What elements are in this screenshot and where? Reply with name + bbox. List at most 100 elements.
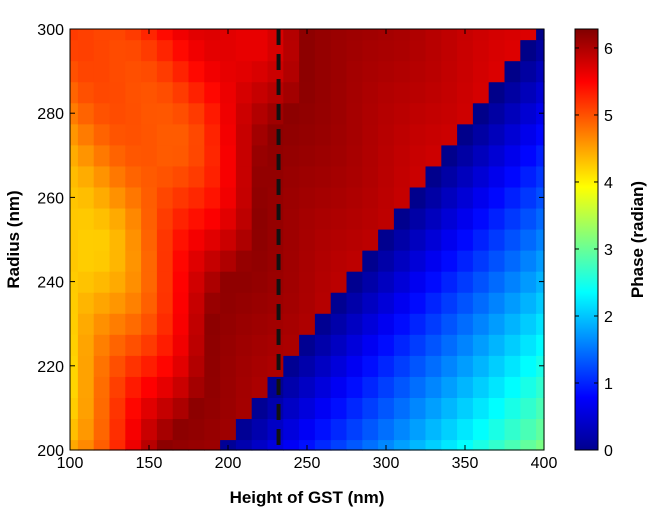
heatmap-cell [93,60,111,83]
x-axis-title: Height of GST (nm) [230,488,385,507]
heatmap-cell [520,144,537,167]
heatmap-cell [536,250,545,272]
heatmap-cell [488,60,506,83]
heatmap-cell [220,334,237,356]
heatmap-cell [504,250,521,272]
heatmap-cell [425,81,442,104]
heatmap-cell [330,418,348,441]
heatmap-cell [125,186,142,209]
heatmap-cell [77,207,95,230]
heatmap-cell [378,376,395,398]
heatmap-cell [330,439,348,451]
colorbar-axis: 0 1 2 3 4 5 6 [575,41,613,460]
heatmap-cell [267,102,284,125]
heatmap-cell [204,81,221,104]
heatmap-cell [488,29,506,41]
heatmap-cell [425,271,442,293]
heatmap-cell [299,144,316,167]
heatmap-cell [70,418,79,441]
heatmap-cell [125,355,142,377]
heatmap-cell [251,397,269,420]
heatmap-cell [472,334,490,356]
heatmap-cell [314,60,332,83]
heatmap-cell [70,228,79,251]
heatmap-cell [314,144,332,167]
heatmap-cell [472,439,490,451]
heatmap-cell [314,29,332,41]
colorbar-title: Phase (radian) [628,181,647,298]
heatmap-cell [378,60,395,83]
heatmap-cell [378,250,395,272]
heatmap-cell [299,165,316,188]
heatmap-cell [70,334,79,356]
heatmap-cell [172,81,190,104]
heatmap-cell [346,439,363,451]
heatmap-cell [70,144,79,167]
heatmap-cell [472,228,490,251]
heatmap-cell [172,29,190,41]
heatmap-cell [70,165,79,188]
heatmap-cell [425,418,442,441]
heatmap-cell [235,60,253,83]
heatmap-cell [251,123,269,146]
heatmap-cell [520,39,537,62]
heatmap-cell [141,250,158,272]
heatmap-cell [109,397,126,420]
heatmap-cell [251,39,269,62]
heatmap-cell [346,292,363,314]
heatmap-cell [125,228,142,251]
heatmap-cell [330,313,348,335]
heatmap-cell [441,439,458,451]
heatmap-cell [299,228,316,251]
heatmap-cell [93,376,111,398]
heatmap-cell [330,29,348,41]
heatmap-cell [346,39,363,62]
heatmap-cell [346,165,363,188]
heatmap-cell [425,102,442,125]
heatmap-cell [457,207,474,230]
heatmap-cell [472,207,490,230]
heatmap-cell [156,439,174,451]
heatmap-cell [141,81,158,104]
heatmap-cell [125,39,142,62]
y-tick-label: 280 [37,106,64,123]
heatmap-cell [488,102,506,125]
x-tick-label: 400 [531,455,558,472]
heatmap-cell [536,207,545,230]
heatmap-cell [346,397,363,420]
heatmap-cell [314,102,332,125]
y-axis: 200 220 240 260 280 300 [37,22,544,460]
heatmap-cell [393,102,411,125]
heatmap-cell [172,123,190,146]
heatmap-cell [188,60,205,83]
heatmap-cell [362,292,379,314]
heatmap-cell [393,165,411,188]
heatmap-cell [314,439,332,451]
heatmap-cell [378,144,395,167]
heatmap-cell [393,144,411,167]
heatmap-cell [220,81,237,104]
heatmap-cell [267,39,284,62]
heatmap-cell [251,292,269,314]
heatmap-cell [204,334,221,356]
heatmap-cell [346,102,363,125]
heatmap-cell [441,144,458,167]
heatmap-cell [472,123,490,146]
heatmap-cell [283,292,300,314]
heatmap-cell [504,123,521,146]
heatmap-cell [109,39,126,62]
heatmap-cell [457,165,474,188]
heatmap-cell [441,60,458,83]
heatmap-cell [267,186,284,209]
heatmap-cell [504,418,521,441]
heatmap-cell [393,439,411,451]
heatmap-cell [267,60,284,83]
heatmap-cell [156,123,174,146]
heatmap-cell [362,81,379,104]
heatmap-cell [156,39,174,62]
heatmap-cell [188,418,205,441]
heatmap-cell [283,397,300,420]
heatmap-cell [172,355,190,377]
heatmap-cell [235,81,253,104]
heatmap-cell [378,397,395,420]
